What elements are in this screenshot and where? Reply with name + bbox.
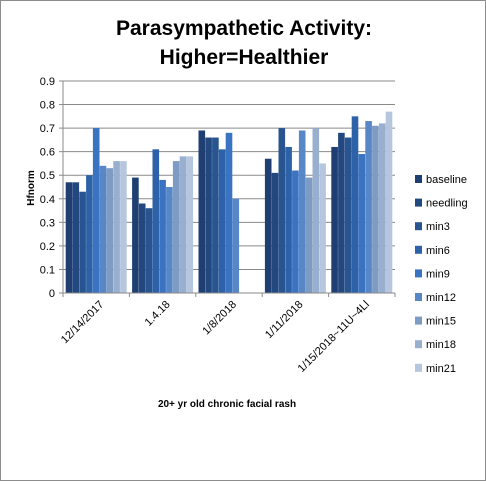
legend-swatch-needling (415, 198, 422, 207)
bar-baseline (132, 177, 139, 293)
bar-needling (271, 172, 279, 293)
bar-min15 (106, 168, 114, 293)
y-tick-label: 0.5 (40, 170, 55, 182)
x-category-label: 1/8/2018 (200, 299, 239, 338)
bar-min21 (385, 111, 393, 294)
legend-swatch-min6 (415, 245, 422, 254)
bar-min9 (358, 154, 366, 293)
legend-swatch-min12 (415, 293, 422, 301)
bar-min18 (179, 156, 187, 293)
y-tick-label: 0.1 (40, 264, 55, 276)
y-tick-label: 0.6 (40, 147, 55, 159)
legend-swatch-min18 (415, 340, 422, 349)
y-tick-label: 0.9 (40, 76, 55, 88)
bar-needling (205, 137, 212, 293)
bar-min15 (172, 161, 180, 293)
y-tick-label: 0.3 (40, 217, 55, 229)
legend-swatch-min15 (415, 316, 422, 325)
bar-min9 (159, 179, 166, 293)
x-category-label: 1.4.18 (143, 299, 173, 329)
bar-needling (138, 203, 146, 293)
bar-min9 (92, 128, 100, 293)
legend-swatch-min3 (415, 222, 422, 231)
bar-min18 (378, 123, 386, 294)
bar-min12 (166, 187, 173, 293)
bar-min3 (145, 208, 153, 293)
bar-baseline (65, 182, 73, 293)
legend-label-min21: min21 (426, 363, 456, 375)
x-category-label: 12/14/2017 (59, 299, 106, 346)
bar-min3 (79, 191, 86, 293)
legend-swatch-min9 (415, 269, 422, 278)
y-axis-label: Hfnorm (26, 170, 37, 206)
bar-min15 (372, 125, 379, 293)
bar-min18 (113, 161, 120, 293)
bar-min3 (278, 128, 286, 293)
bar-baseline (264, 158, 272, 293)
bar-min12 (232, 198, 240, 293)
bar-min12 (298, 130, 306, 293)
legend-label-min15: min15 (426, 316, 456, 328)
bar-min6 (218, 149, 226, 293)
bar-min3 (344, 137, 352, 293)
bar-min6 (152, 149, 160, 293)
x-axis-label: 20+ yr old chronic facial rash (158, 399, 296, 410)
y-tick-label: 0.7 (40, 123, 55, 135)
bar-min9 (225, 132, 233, 293)
bar-baseline (331, 146, 338, 293)
bar-min12 (365, 121, 372, 293)
bar-min6 (86, 175, 93, 293)
legend-label-min18: min18 (426, 339, 456, 351)
bar-min15 (305, 177, 313, 293)
y-tick-label: 0.4 (40, 194, 55, 206)
chart-title-line-2: Higher=Healthier (160, 46, 329, 69)
legend-label-baseline: baseline (426, 174, 467, 186)
bar-min21 (120, 161, 127, 293)
bar-min18 (312, 128, 320, 293)
y-tick-label: 0 (49, 288, 55, 300)
legend-label-min3: min3 (426, 221, 450, 233)
y-tick-label: 0.2 (40, 241, 55, 253)
y-tick-label: 0.8 (40, 100, 55, 112)
bar-min21 (319, 163, 326, 293)
bar-min9 (292, 170, 299, 293)
bar-min21 (186, 156, 194, 293)
legend-swatch-min21 (415, 363, 422, 372)
legend-label-min6: min6 (426, 245, 450, 257)
bar-min6 (285, 146, 292, 293)
legend-label-needling: needling (426, 198, 468, 210)
bar-min12 (99, 165, 107, 293)
legend-label-min12: min12 (426, 292, 456, 304)
x-category-label: 1/15/2018~11U~4Ll (296, 299, 372, 375)
legend-label-min9: min9 (426, 268, 450, 280)
legend-swatch-baseline (415, 175, 422, 183)
bar-needling (72, 182, 80, 293)
x-category-label: 1/11/2018 (263, 299, 306, 342)
bar-min3 (212, 137, 219, 293)
bar-needling (338, 132, 345, 293)
bar-baseline (198, 130, 206, 293)
bar-min6 (351, 116, 359, 293)
chart-title-line-1: Parasympathetic Activity: (116, 17, 372, 40)
